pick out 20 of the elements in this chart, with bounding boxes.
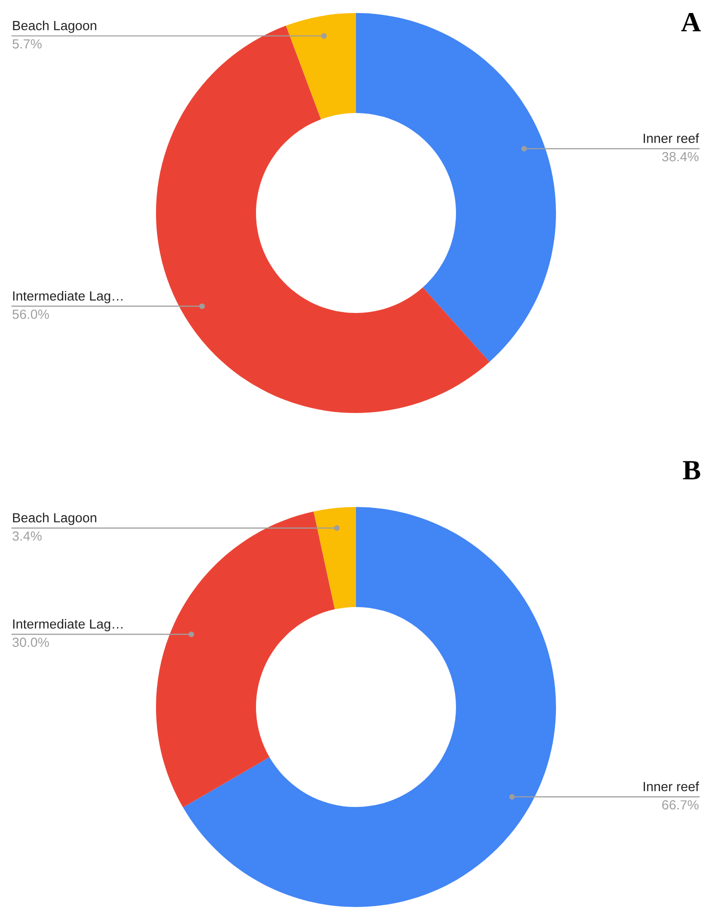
- chart-title: B: [682, 461, 700, 480]
- data-label: 30.0%: [12, 638, 49, 647]
- donut-slice: [156, 26, 490, 413]
- data-label: 5.7%: [12, 39, 42, 49]
- donut-slice: [156, 512, 335, 808]
- donut-slice: [314, 507, 356, 610]
- slice-label: Inner reef: [644, 133, 700, 144]
- data-label: 66.7%: [662, 800, 699, 810]
- slice-label: Beach Lagoon: [13, 20, 96, 33]
- slice-label: Intermediate Lag…: [13, 618, 122, 632]
- data-label: 56.0%: [12, 310, 49, 319]
- slice-label: Inner reef: [644, 782, 700, 792]
- slice-label: Intermediate Lag…: [13, 290, 122, 304]
- donut-slice: [286, 13, 356, 120]
- data-label: 38.4%: [662, 152, 699, 162]
- chart-title: A: [681, 12, 701, 32]
- slice-label: Beach Lagoon: [13, 512, 96, 526]
- data-label: 3.4%: [12, 531, 42, 541]
- donut-slice: [356, 13, 556, 362]
- donut-slice: [183, 507, 556, 907]
